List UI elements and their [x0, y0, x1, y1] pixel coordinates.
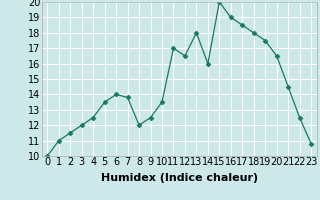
X-axis label: Humidex (Indice chaleur): Humidex (Indice chaleur) [100, 173, 258, 183]
